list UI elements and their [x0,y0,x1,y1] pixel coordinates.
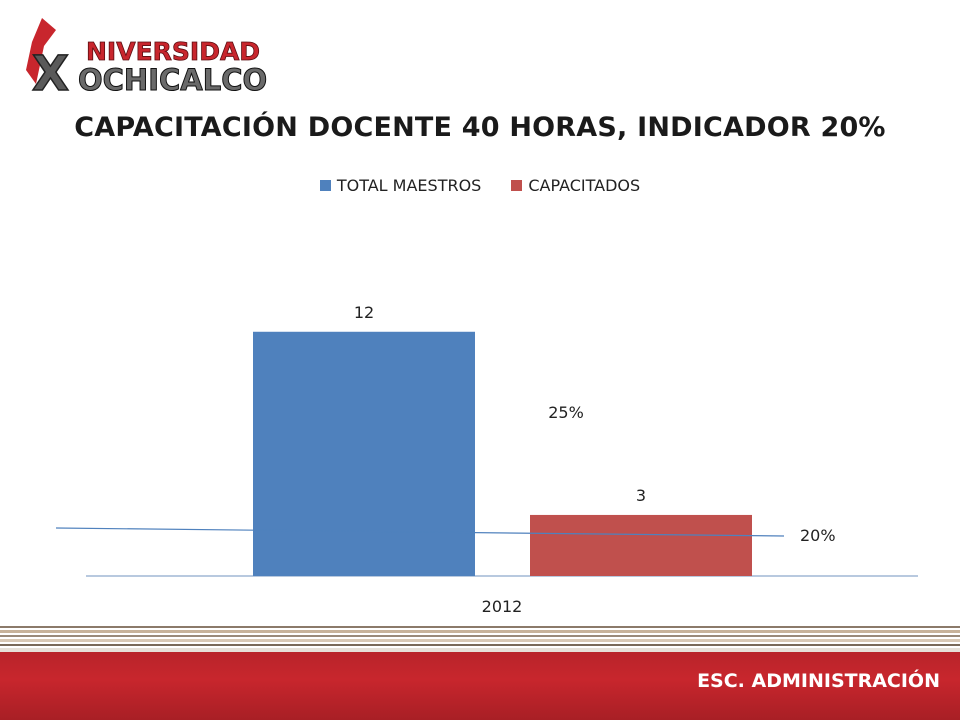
legend-item-capacitados: CAPACITADOS [511,176,640,195]
legend-swatch-total-maestros [319,180,331,191]
legend-swatch-capacitados [511,180,523,191]
footer-bar [0,652,960,720]
x-tick-label-2012: 2012 [482,597,523,616]
logo-swoosh [26,18,56,84]
university-logo: X NIVERSIDAD OCHICALCO [14,12,284,103]
chart-legend: TOTAL MAESTROS CAPACITADOS [0,176,960,195]
indicator-line [55,527,785,537]
indicator-label: 20% [800,526,836,545]
bar-capacitados [530,514,752,576]
chart-title: CAPACITACIÓN DOCENTE 40 HORAS, INDICADOR… [74,112,886,143]
logo-mark: X [32,46,69,94]
logo-line2: OCHICALCO [78,63,267,94]
percent-annotation: 25% [548,403,584,422]
footer-label: ESC. ADMINISTRACIÓN [697,670,940,692]
legend-label-capacitados: CAPACITADOS [528,176,641,195]
legend-item-total-maestros: TOTAL MAESTROS [319,176,482,195]
footer-stripes [0,626,960,652]
data-label-capacitados: 3 [636,486,646,505]
data-label-total-maestros: 12 [354,303,374,322]
bar-total-maestros [253,331,475,576]
legend-label-total-maestros: TOTAL MAESTROS [336,176,482,195]
logo-line1: NIVERSIDAD [86,37,260,66]
